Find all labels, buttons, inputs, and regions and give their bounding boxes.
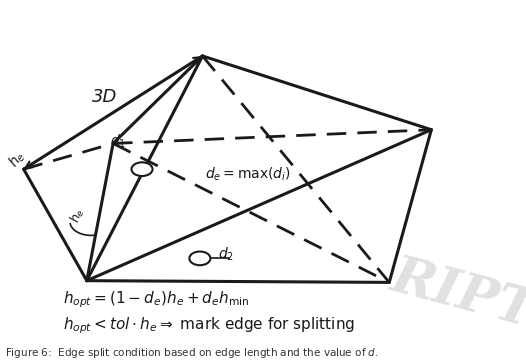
Text: $h_e$: $h_e$ [5,147,29,171]
Circle shape [189,252,210,265]
Text: ACCEPTED MANUSCRIPT: ACCEPTED MANUSCRIPT [178,4,348,16]
Text: $d_1$: $d_1$ [110,133,127,150]
Text: $d_2$: $d_2$ [218,245,234,262]
Text: Figure 6:  Edge split condition based on edge length and the value of $d$.: Figure 6: Edge split condition based on … [5,346,379,360]
Text: 3D: 3D [92,88,117,106]
Text: $h_{opt} < tol \cdot h_e \Rightarrow$ mark edge for splitting: $h_{opt} < tol \cdot h_e \Rightarrow$ ma… [63,315,355,335]
Text: $h_{opt} = (1 - d_e)h_e + d_e h_{\min}$: $h_{opt} = (1 - d_e)h_e + d_e h_{\min}$ [63,289,249,310]
Circle shape [132,162,153,176]
Text: $h_e$: $h_e$ [68,206,88,225]
Text: $d_e = \max(d_i)$: $d_e = \max(d_i)$ [205,166,291,183]
Text: RIPT: RIPT [385,251,526,338]
